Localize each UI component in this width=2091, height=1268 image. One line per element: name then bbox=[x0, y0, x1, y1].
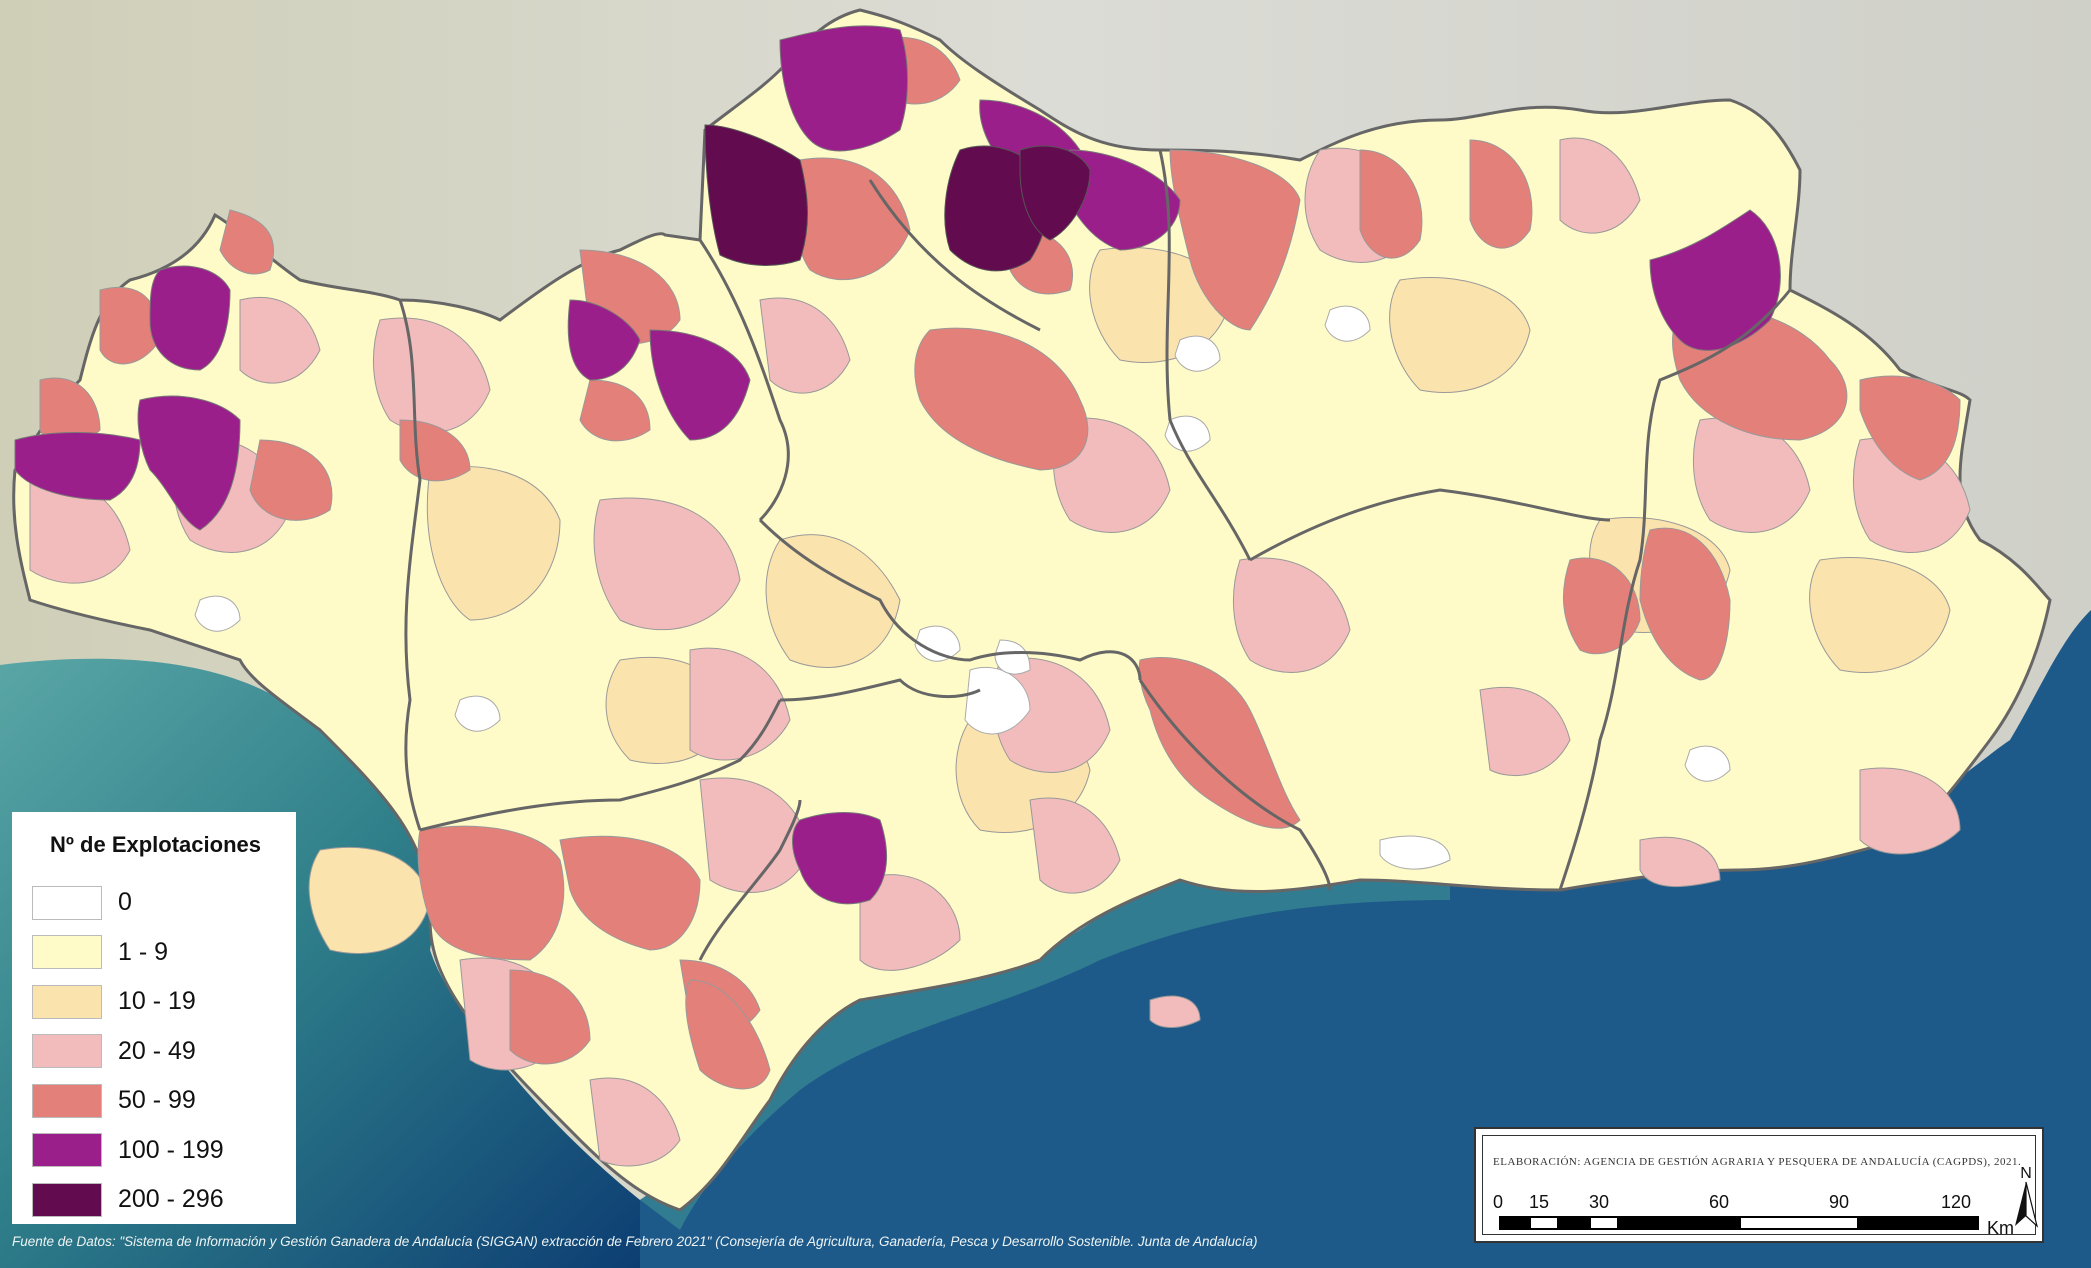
legend-label: 20 - 49 bbox=[118, 1036, 196, 1065]
scale-tick-60: 60 bbox=[1709, 1192, 1730, 1212]
legend-items: 0 1 - 9 10 - 19 20 - 49 50 - 99 100 - 199 200 … bbox=[30, 878, 278, 1225]
legend-swatch bbox=[32, 1034, 102, 1069]
legend-swatch bbox=[32, 1083, 102, 1118]
credit-box: ELABORACIÓN: AGENCIA DE GESTIÓN AGRARIA … bbox=[1474, 1127, 2044, 1243]
scale-tick-0: 0 bbox=[1493, 1192, 1504, 1212]
legend-item: 50 - 99 bbox=[30, 1076, 278, 1126]
mediterranean-sea bbox=[640, 610, 2091, 1268]
legend-swatch bbox=[32, 1133, 102, 1168]
north-label: N bbox=[2020, 1165, 2032, 1182]
province-borders bbox=[398, 149, 1792, 961]
legend-title: Nº de Explotaciones bbox=[50, 832, 261, 857]
legend-item: 0 bbox=[30, 878, 278, 928]
legend-swatch bbox=[32, 935, 102, 970]
source-text: Fuente de Datos: "Sistema de Información… bbox=[12, 1234, 1258, 1249]
scale-bar bbox=[1499, 1216, 1979, 1230]
legend-item: 20 - 49 bbox=[30, 1027, 278, 1077]
class-20-49-areas bbox=[29, 137, 1971, 1167]
legend-label: 1 - 9 bbox=[118, 937, 169, 966]
legend-label: 10 - 19 bbox=[118, 987, 196, 1016]
credit-inner: ELABORACIÓN: AGENCIA DE GESTIÓN AGRARIA … bbox=[1482, 1135, 2039, 1238]
legend-label: 200 - 296 bbox=[118, 1185, 224, 1214]
scale-tick-90: 90 bbox=[1829, 1192, 1850, 1212]
legend-swatch bbox=[32, 1182, 102, 1217]
legend-label: 50 - 99 bbox=[118, 1086, 196, 1115]
legend-swatch bbox=[32, 885, 102, 920]
legend-label: 100 - 199 bbox=[118, 1135, 224, 1164]
legend: Nº de Explotaciones 0 1 - 9 10 - 19 20 - 49… bbox=[12, 812, 296, 1224]
legend-item: 100 - 199 bbox=[30, 1126, 278, 1176]
north-arrow-icon: N bbox=[2015, 1165, 2039, 1228]
legend-label: 0 bbox=[118, 888, 132, 917]
legend-item: 200 - 296 bbox=[30, 1175, 278, 1225]
class-100-199-areas bbox=[14, 25, 1781, 905]
legend-item: 1 - 9 bbox=[30, 928, 278, 978]
scale-unit: Km bbox=[1987, 1218, 2014, 1238]
legend-swatch bbox=[32, 984, 102, 1019]
legend-item: 10 - 19 bbox=[30, 977, 278, 1027]
class-0-areas bbox=[194, 305, 1731, 870]
class-200-296-areas bbox=[704, 124, 1091, 272]
scale-tick-30: 30 bbox=[1589, 1192, 1610, 1212]
scale-tick-15: 15 bbox=[1529, 1192, 1550, 1212]
credit-text: ELABORACIÓN: AGENCIA DE GESTIÓN AGRARIA … bbox=[1493, 1156, 2022, 1168]
scale-tick-120: 120 bbox=[1941, 1192, 1972, 1212]
